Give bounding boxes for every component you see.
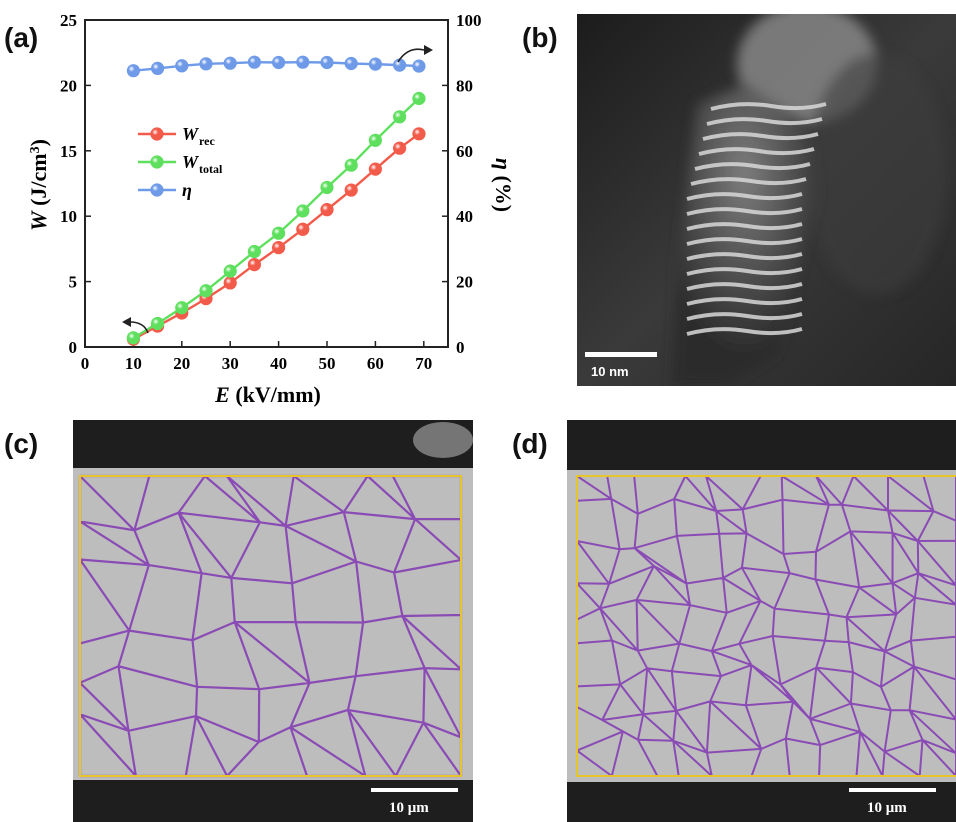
data-point — [175, 301, 189, 315]
x-axis-ticks: 0 10 20 30 40 50 60 70 — [81, 341, 432, 373]
y-right-tick-label: 100 — [456, 11, 482, 30]
region-frame-d — [576, 475, 956, 777]
x-tick-label: 60 — [367, 354, 384, 373]
y-right-tick-label: 80 — [456, 76, 473, 95]
legend-label: η — [182, 180, 192, 200]
data-point — [412, 91, 426, 106]
x-axis-label: E (kV/mm) — [214, 382, 321, 407]
y-left-tick-label: 0 — [69, 338, 78, 357]
y-right-tick-label: 40 — [456, 207, 473, 226]
legend-marker — [150, 127, 164, 141]
y-left-tick-label: 15 — [60, 142, 77, 161]
data-point — [412, 59, 426, 73]
data-point — [247, 244, 261, 259]
x-tick-label: 50 — [319, 354, 336, 373]
panel-label-b: (b) — [522, 22, 558, 53]
data-point — [247, 257, 261, 272]
data-point — [412, 127, 426, 141]
data-point — [175, 59, 189, 73]
data-point — [296, 222, 310, 236]
x-tick-label: 10 — [125, 354, 142, 373]
right-axis-arrow — [397, 48, 425, 63]
sem-scale-bar-d — [849, 788, 936, 792]
x-tick-label: 30 — [222, 354, 239, 373]
data-point — [368, 57, 382, 71]
legend-label: Wtotal — [182, 152, 223, 176]
data-point — [126, 64, 140, 78]
data-point — [368, 162, 382, 176]
data-point — [199, 284, 213, 298]
x-tick-label: 70 — [415, 354, 432, 373]
data-point — [368, 133, 382, 147]
data-point — [223, 264, 237, 278]
sem-scale-label-c: 10 μm — [389, 800, 429, 816]
panel-label-c: (c) — [4, 428, 39, 459]
tem-scale-label: 10 nm — [591, 364, 629, 379]
left-axis-arrowhead — [122, 317, 131, 327]
y-right-tick-label: 60 — [456, 142, 473, 161]
data-point — [296, 204, 310, 218]
data-point — [223, 276, 237, 290]
right-axis-arrowhead — [424, 45, 433, 55]
data-point — [151, 316, 165, 331]
legend-marker — [150, 183, 164, 197]
y-right-tick-label: 0 — [456, 338, 465, 357]
y-left-tick-label: 10 — [60, 207, 77, 226]
tem-scale-bar — [585, 352, 657, 357]
data-point — [151, 61, 165, 75]
left-axis-arrow — [129, 321, 149, 334]
plot-frame — [84, 19, 449, 348]
sem-scale-label-d: 10 μm — [867, 800, 907, 816]
data-point — [223, 56, 237, 70]
data-point — [344, 183, 358, 197]
data-point — [320, 203, 334, 217]
data-point — [320, 55, 334, 70]
data-point — [392, 141, 407, 155]
data-point — [392, 110, 407, 124]
tem-image: 10 nm — [577, 14, 956, 386]
panel-label-d: (d) — [512, 428, 548, 459]
data-point — [126, 331, 140, 345]
panel-label-a: (a) — [4, 22, 39, 53]
y-left-tick-label: 25 — [60, 11, 77, 30]
y-right-tick-label: 20 — [456, 273, 473, 292]
x-tick-label: 0 — [81, 354, 90, 373]
y-left-tick-label: 20 — [60, 76, 77, 95]
sem-image-d: 10 μm — [567, 420, 956, 822]
data-point — [344, 158, 358, 172]
sem-scale-bar-c — [371, 788, 458, 792]
x-tick-label: 20 — [173, 354, 190, 373]
sem-image-c: 10 μm — [73, 420, 473, 822]
data-point — [199, 57, 213, 71]
data-point — [344, 56, 358, 71]
data-point — [271, 226, 286, 240]
x-tick-label: 40 — [270, 354, 287, 373]
y-left-axis-label: W (J/cm3) — [26, 139, 51, 231]
right-axis-ticks: 0 20 40 60 80 100 — [442, 11, 482, 357]
data-point — [271, 240, 286, 255]
data-point — [320, 180, 334, 195]
legend-marker — [150, 155, 164, 169]
left-axis-ticks: 0 5 10 15 20 25 — [60, 11, 91, 357]
region-frame-c — [79, 475, 462, 777]
lattice-fringes — [686, 102, 827, 336]
chart-legend: Wrec Wtotal η — [138, 124, 223, 200]
data-point — [271, 55, 286, 70]
data-point — [247, 55, 261, 69]
y-right-axis-label: η (%) — [491, 158, 516, 212]
legend-label: Wrec — [182, 124, 215, 148]
data-point — [296, 55, 310, 69]
y-left-tick-label: 5 — [69, 273, 78, 292]
series-layer — [126, 55, 426, 346]
